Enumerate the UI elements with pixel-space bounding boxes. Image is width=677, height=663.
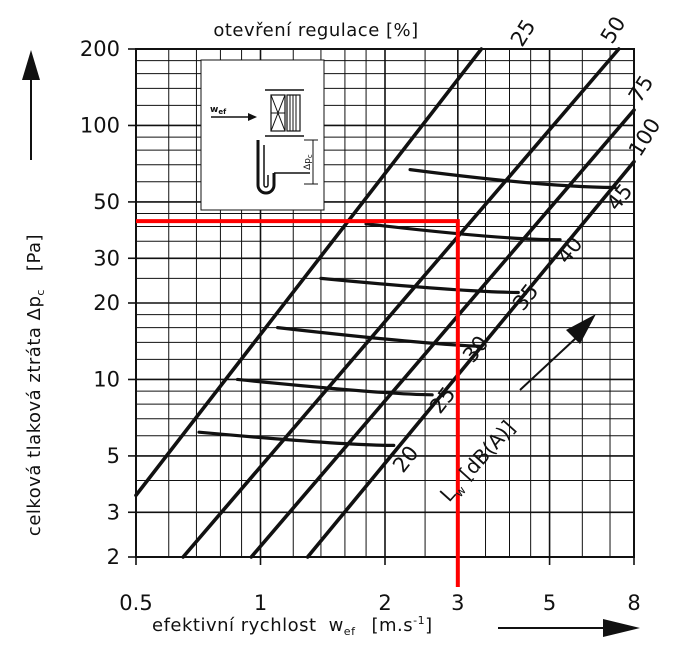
noise-curve-40	[364, 222, 562, 242]
noise-label-25: 25	[425, 382, 460, 418]
series-line-25	[134, 47, 484, 498]
x-axis-label-text: efektivní rychlost	[152, 615, 317, 636]
series-label-25: 25	[506, 15, 541, 50]
y-tick-label: 10	[93, 367, 120, 391]
noise-curve-30	[276, 326, 482, 348]
x-tick-label: 0.5	[119, 591, 152, 615]
inset-delta-dimension	[304, 139, 318, 185]
series-line-50	[181, 47, 621, 559]
noise-curve-25	[235, 377, 434, 397]
inset-dp-label: Δpc	[303, 154, 314, 170]
inset-u-tube-inner	[263, 145, 269, 188]
x-axis-unit: [m.s	[371, 615, 413, 636]
inset-panel	[200, 59, 325, 211]
x-axis-unit-end: ]	[425, 615, 433, 636]
x-axis-symbol-sub: ef	[344, 625, 356, 638]
y-tick-label: 3	[107, 500, 120, 524]
y-tick-label: 100	[80, 113, 120, 137]
series-label-75: 75	[624, 71, 659, 106]
noise-axis-arrow	[519, 314, 596, 391]
measurement-inset: wef Δpc	[200, 59, 325, 211]
y-tick-label: 2	[107, 545, 120, 569]
highlight-line	[136, 219, 460, 587]
y-axis-unit: [Pa]	[24, 234, 45, 271]
y-axis-label-sub: c	[34, 289, 47, 296]
series-label-50: 50	[596, 12, 631, 47]
inset-u-tube-outer	[256, 140, 276, 195]
y-axis-label-text: celková tlaková ztráta Δp	[24, 296, 45, 536]
inset-wef-label: wef	[210, 105, 227, 116]
y-axis-arrow	[22, 50, 40, 160]
inset-damper-blades	[270, 94, 286, 132]
chart-title: otevření regulace [%]	[213, 20, 418, 41]
x-tick-label: 5	[543, 591, 556, 615]
x-axis-unit-sup: -1	[413, 614, 425, 627]
y-tick-label: 50	[93, 190, 120, 214]
x-tick-label: 8	[627, 591, 640, 615]
y-axis-label: celková tlaková ztráta Δpc [Pa]	[24, 234, 47, 536]
noise-arrow-shaft	[519, 337, 577, 391]
noise-curve-20	[197, 430, 396, 448]
x-axis-label: efektivní rychlost wef [m.s-1]	[152, 614, 433, 638]
series-label-100: 100	[624, 114, 666, 161]
y-tick-label: 200	[80, 37, 120, 61]
series-layer: 25 50 75 100	[134, 12, 666, 559]
noise-axis-label: Lw[dB(A)]	[435, 416, 522, 509]
x-tick-label: 2	[378, 591, 391, 615]
noise-label-45: 45	[602, 179, 637, 215]
x-axis-arrow	[498, 619, 640, 637]
x-arrow-head	[603, 619, 640, 637]
inset-flow-arrowhead	[248, 113, 257, 121]
inset-grille-bars	[289, 95, 297, 131]
noise-arrow-head	[566, 314, 596, 344]
x-tick-label: 3	[451, 591, 464, 615]
highlight-layer	[136, 219, 460, 587]
x-axis-symbol: w	[329, 615, 344, 636]
noise-curve-35	[319, 276, 520, 295]
y-tick-label: 20	[93, 291, 120, 315]
y-arrow-head	[22, 50, 40, 80]
noise-curve-45	[408, 168, 617, 190]
y-tick-label: 30	[93, 246, 120, 270]
inset-duct-walls	[265, 89, 304, 137]
y-tick-label: 5	[107, 444, 120, 468]
x-tick-label: 1	[254, 591, 267, 615]
tick-labels: 0.5 1 2 3 5 8 2 3 5 10 20 30 50 100 200	[80, 37, 641, 615]
series-line-100	[305, 159, 636, 559]
